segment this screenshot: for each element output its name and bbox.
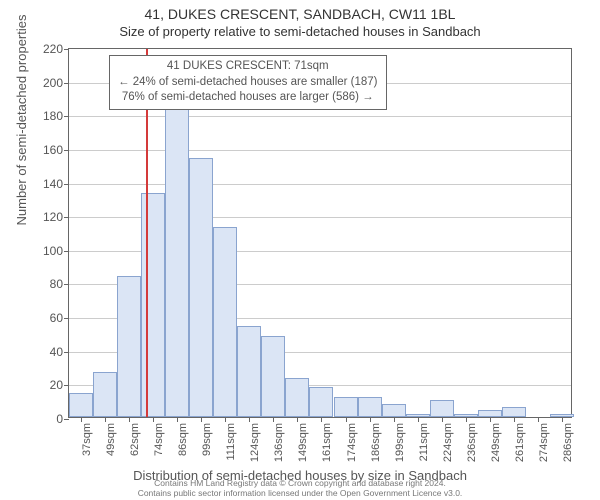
plot-area: 02040608010012014016018020022037sqm49sqm…: [68, 48, 572, 418]
x-tick-mark: [297, 417, 298, 422]
y-tick-mark: [64, 116, 69, 117]
annotation-box: 41 DUKES CRESCENT: 71sqm ← 24% of semi-d…: [109, 55, 387, 110]
y-tick-mark: [64, 217, 69, 218]
y-tick-mark: [64, 318, 69, 319]
x-tick-label: 37sqm: [81, 423, 93, 456]
x-tick-label: 249sqm: [490, 423, 502, 462]
x-tick-label: 111sqm: [225, 423, 237, 461]
histogram-bar: [285, 378, 309, 417]
x-tick-label: 136sqm: [273, 423, 285, 462]
x-tick-mark: [177, 417, 178, 422]
chart-subtitle: Size of property relative to semi-detach…: [0, 22, 600, 39]
y-tick-mark: [64, 150, 69, 151]
annotation-line-2: ← 24% of semi-detached houses are smalle…: [118, 75, 378, 91]
y-tick-mark: [64, 49, 69, 50]
histogram-bar: [117, 276, 141, 417]
chart-container: 41, DUKES CRESCENT, SANDBACH, CW11 1BL S…: [0, 0, 600, 500]
gridline-h: [69, 150, 571, 151]
x-tick-label: 211sqm: [418, 423, 430, 461]
y-tick-mark: [64, 251, 69, 252]
x-tick-label: 86sqm: [177, 423, 189, 456]
y-axis-title: Number of semi-detached properties: [14, 15, 29, 226]
x-tick-mark: [514, 417, 515, 422]
histogram-bar: [165, 108, 189, 417]
x-tick-mark: [321, 417, 322, 422]
histogram-bar: [502, 407, 526, 417]
x-tick-mark: [442, 417, 443, 422]
x-tick-mark: [418, 417, 419, 422]
histogram-bar: [478, 410, 502, 417]
x-tick-label: 261sqm: [514, 423, 526, 462]
y-tick-mark: [64, 419, 69, 420]
histogram-bar: [358, 397, 382, 417]
histogram-bar: [237, 326, 261, 417]
footer-line-2: Contains public sector information licen…: [0, 489, 600, 499]
histogram-bar: [334, 397, 358, 417]
histogram-bar: [213, 227, 237, 417]
x-tick-label: 161sqm: [321, 423, 333, 462]
histogram-bar: [141, 193, 165, 417]
x-tick-label: 149sqm: [297, 423, 309, 462]
x-tick-label: 236sqm: [466, 423, 478, 462]
annotation-line-3: 76% of semi-detached houses are larger (…: [118, 90, 378, 106]
x-tick-mark: [225, 417, 226, 422]
histogram-bar: [261, 336, 285, 417]
x-tick-label: 74sqm: [153, 423, 165, 456]
x-tick-mark: [201, 417, 202, 422]
x-tick-label: 49sqm: [105, 423, 117, 456]
gridline-h: [69, 116, 571, 117]
x-tick-mark: [81, 417, 82, 422]
histogram-bar: [309, 387, 333, 417]
y-tick-mark: [64, 83, 69, 84]
chart-title: 41, DUKES CRESCENT, SANDBACH, CW11 1BL: [0, 0, 600, 22]
x-tick-label: 62sqm: [129, 423, 141, 456]
x-tick-label: 286sqm: [562, 423, 574, 462]
y-tick-mark: [64, 352, 69, 353]
histogram-bar: [430, 400, 454, 417]
y-tick-mark: [64, 284, 69, 285]
histogram-bar: [382, 404, 406, 417]
histogram-bar: [69, 393, 93, 417]
y-tick-mark: [64, 184, 69, 185]
x-tick-mark: [490, 417, 491, 422]
x-tick-label: 186sqm: [370, 423, 382, 462]
x-tick-label: 199sqm: [394, 423, 406, 462]
x-tick-label: 224sqm: [442, 423, 454, 462]
x-tick-label: 174sqm: [346, 423, 358, 462]
x-tick-label: 274sqm: [538, 423, 550, 462]
x-tick-mark: [538, 417, 539, 422]
x-tick-mark: [466, 417, 467, 422]
x-tick-mark: [273, 417, 274, 422]
histogram-bar: [189, 158, 213, 417]
x-tick-mark: [249, 417, 250, 422]
x-tick-label: 99sqm: [201, 423, 213, 456]
x-tick-label: 124sqm: [249, 423, 261, 462]
x-tick-mark: [370, 417, 371, 422]
x-tick-mark: [346, 417, 347, 422]
x-tick-mark: [394, 417, 395, 422]
x-tick-mark: [105, 417, 106, 422]
x-tick-mark: [562, 417, 563, 422]
annotation-line-1: 41 DUKES CRESCENT: 71sqm: [118, 59, 378, 75]
footer-attribution: Contains HM Land Registry data © Crown c…: [0, 479, 600, 499]
x-tick-mark: [129, 417, 130, 422]
gridline-h: [69, 184, 571, 185]
x-tick-mark: [153, 417, 154, 422]
y-tick-mark: [64, 385, 69, 386]
histogram-bar: [93, 372, 117, 417]
